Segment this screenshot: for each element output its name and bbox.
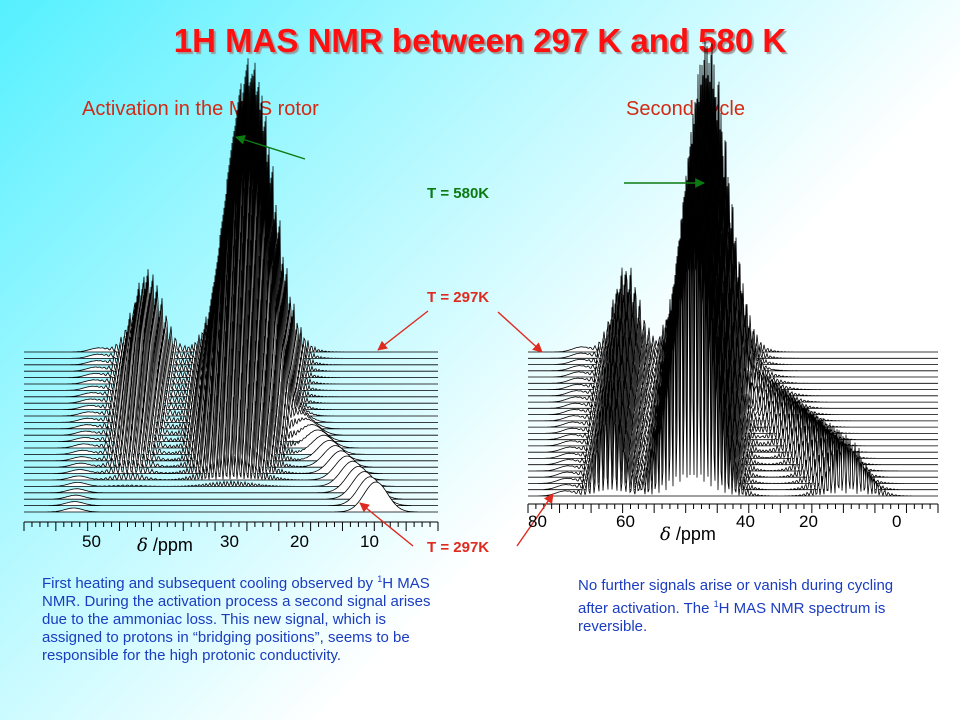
right-tick-label: 80 <box>528 512 547 531</box>
right-tick-label: 40 <box>736 512 755 531</box>
left-tick-label: 50 <box>82 532 101 551</box>
left-tick-label: 30 <box>220 532 239 551</box>
right-spectra-stack <box>528 41 938 497</box>
right-axis-title: δ /ppm <box>660 524 716 545</box>
left-x-axis <box>23 521 439 531</box>
left-spectra-stack <box>24 58 438 513</box>
right-tick-label: 20 <box>799 512 818 531</box>
right-caption: No further signals arise or vanish durin… <box>578 577 894 635</box>
right-x-axis <box>527 503 939 513</box>
left-axis-title: δ /ppm <box>137 535 193 556</box>
annotation-arrows <box>235 135 705 547</box>
right-tick-label: 60 <box>616 512 635 531</box>
left-tick-label: 10 <box>360 532 379 551</box>
slide-title: 1H MAS NMR between 297 K and 580 K <box>173 22 787 59</box>
label-t-580k: T = 580K <box>427 185 490 202</box>
left-caption: First heating and subsequent cooling obs… <box>42 574 431 664</box>
left-tick-label: 20 <box>290 532 309 551</box>
label-t-297k-end: T = 297K <box>427 539 490 556</box>
right-tick-label: 0 <box>892 512 902 531</box>
label-t-297k-start: T = 297K <box>427 289 490 306</box>
